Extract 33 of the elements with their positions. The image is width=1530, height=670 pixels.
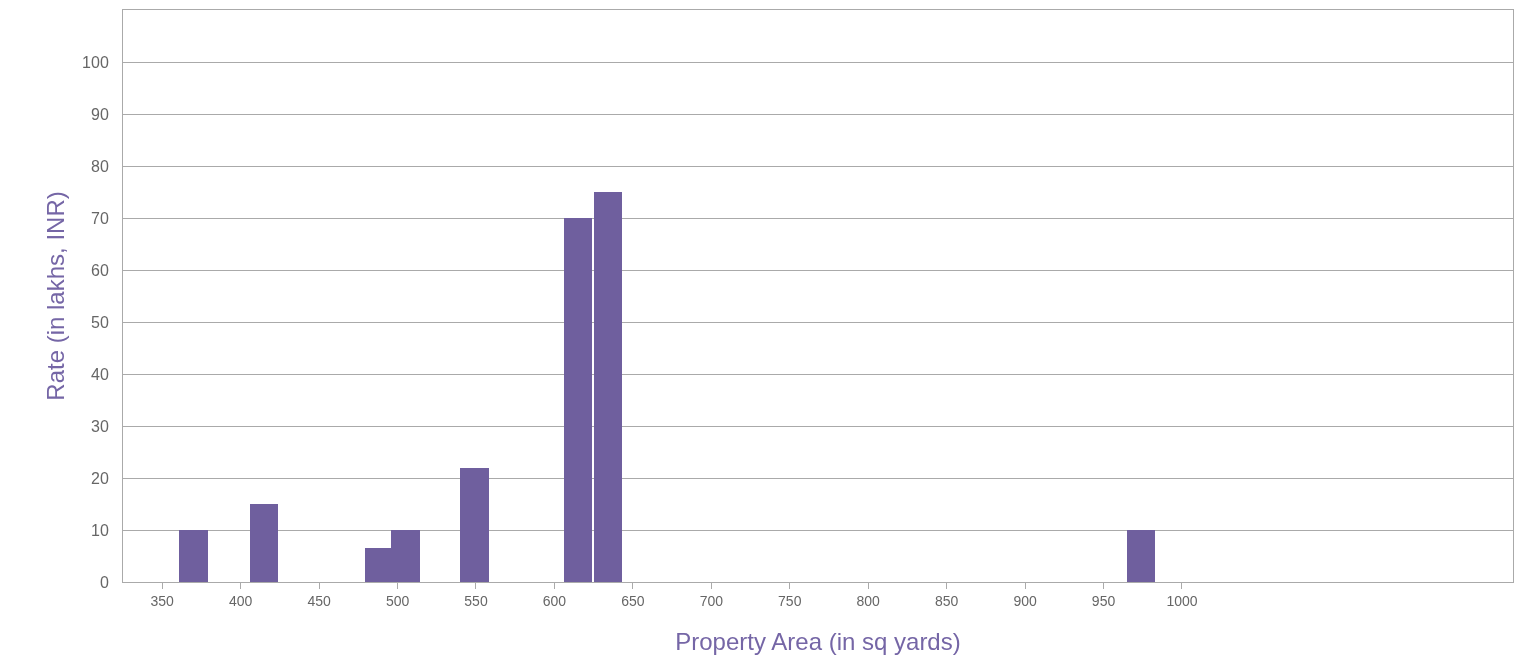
y-tick-label: 80	[91, 157, 109, 175]
x-tick-label: 600	[542, 592, 567, 609]
y-tick-label: 10	[91, 521, 109, 539]
y-tick-label: 40	[91, 365, 109, 383]
x-tick-label: 400	[228, 592, 253, 609]
x-tick-label: 750	[778, 592, 802, 609]
y-tick-label: 50	[91, 313, 109, 331]
x-axis-title: Property Area (in sq yards)	[675, 628, 961, 656]
bar	[564, 218, 592, 582]
y-tick-label: 0	[99, 573, 109, 591]
bar	[594, 192, 622, 582]
x-tick-label: 550	[464, 592, 488, 609]
x-tick-label: 350	[150, 592, 175, 609]
x-tick-label: 500	[385, 592, 410, 609]
y-axis-title: Rate (in lakhs, INR)	[42, 191, 70, 401]
x-tick-label: 850	[934, 592, 959, 609]
bar	[250, 504, 278, 582]
x-tick-label: 450	[307, 592, 331, 609]
x-tick-label: 700	[699, 592, 724, 609]
y-tick-label: 20	[91, 469, 109, 487]
y-tick-label: 100	[82, 53, 109, 71]
bar	[460, 468, 489, 582]
y-tick-label: 90	[91, 105, 109, 123]
x-tick-label: 950	[1091, 592, 1116, 609]
x-tick-label: 1000	[1166, 592, 1198, 609]
x-tick-label: 800	[856, 592, 881, 609]
bar	[179, 530, 208, 582]
x-tick-label: 650	[621, 592, 645, 609]
x-tick-label: 900	[1013, 592, 1037, 609]
y-tick-label: 70	[91, 209, 109, 227]
y-tick-label: 30	[91, 417, 109, 435]
y-tick-label: 60	[91, 261, 109, 279]
bar	[1127, 530, 1155, 582]
